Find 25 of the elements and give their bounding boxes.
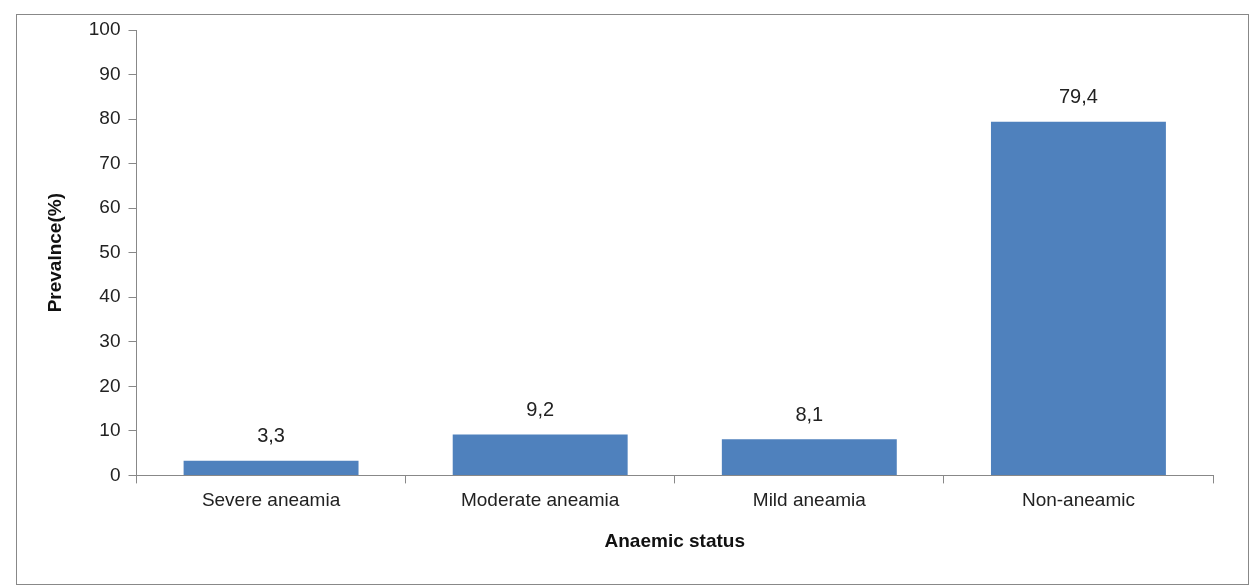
x-tick-label: Non-aneamic <box>1021 489 1135 511</box>
bar <box>452 434 628 475</box>
y-tick-label: 100 <box>88 18 121 40</box>
y-tick-label: 70 <box>99 151 121 173</box>
bar <box>183 460 359 475</box>
y-tick-label: 30 <box>99 330 121 352</box>
data-label: 3,3 <box>257 424 285 447</box>
y-tick-label: 50 <box>99 240 121 262</box>
x-tick-label: Moderate aneamia <box>460 489 620 511</box>
data-label: 79,4 <box>1058 85 1098 108</box>
y-tick-label: 60 <box>99 196 121 218</box>
data-label: 9,2 <box>526 397 555 420</box>
y-tick-label: 40 <box>99 285 121 307</box>
x-axis-title: Anaemic status <box>604 529 745 551</box>
y-tick-label: 10 <box>99 419 121 441</box>
x-tick-label: Mild aneamia <box>752 489 867 511</box>
y-tick-label: 0 <box>109 463 121 485</box>
bar <box>990 121 1166 475</box>
data-label: 8,1 <box>795 402 824 425</box>
y-tick-label: 20 <box>99 374 121 396</box>
x-tick-label: Severe aneamia <box>201 489 341 511</box>
bar <box>721 439 897 475</box>
y-tick-label: 80 <box>99 107 121 129</box>
y-tick-label: 90 <box>99 62 121 84</box>
y-axis-title: Prevalnce(%) <box>43 193 65 313</box>
